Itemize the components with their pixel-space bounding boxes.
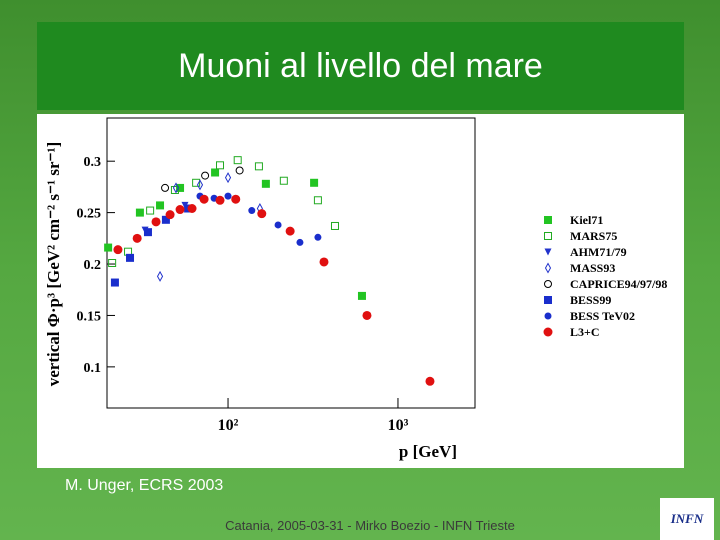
data-point [113,245,123,255]
data-point [313,196,322,205]
x-tick-label: 10³ [388,417,409,434]
y-tick-label: 0.25 [77,207,102,222]
data-point [362,310,372,320]
data-point [165,210,175,220]
data-point [310,178,319,187]
data-point [248,207,256,215]
legend-label: Kiel71 [570,213,603,227]
y-tick-label: 0.2 [84,258,102,273]
data-point [274,221,282,229]
chart: p [GeV] vertical Φ·p³ [GeV² cm⁻² s⁻¹ sr⁻… [37,114,684,468]
plot-frame [106,117,476,409]
y-tick-label: 0.3 [84,155,102,170]
data-point [146,206,155,215]
legend-marker [544,312,552,320]
legend-marker [544,248,552,256]
data-point [231,194,241,204]
data-point [215,195,225,205]
legend-marker [544,280,552,288]
data-point [261,179,270,188]
data-point [175,205,185,215]
data-point [192,178,201,187]
data-point [314,233,322,241]
legend-marker [544,296,552,304]
data-point [176,183,185,192]
data-point [254,162,263,171]
x-tick-label: 10² [218,417,239,434]
data-point [196,179,204,191]
legend-label: L3+C [570,325,600,339]
data-point [233,156,242,165]
data-point [201,171,210,180]
data-point [199,194,209,204]
data-point [319,257,329,267]
data-point [170,185,179,194]
legend-marker [544,262,552,274]
data-point [108,259,117,267]
data-point [156,270,164,282]
data-point [132,233,142,243]
y-tick-label: 0.1 [84,361,102,376]
data-point [110,278,119,287]
data-point [235,166,244,175]
legend-marker [543,327,553,337]
logo: INFN [660,498,714,540]
x-axis-label: p [GeV] [399,442,457,461]
slide-title: Muoni al livello del mare [37,22,684,110]
legend-label: CAPRICE94/97/98 [570,277,667,291]
data-point [151,217,161,227]
data-point [357,291,366,300]
plot-background [37,114,684,468]
data-point [161,183,170,192]
data-point [330,221,339,230]
author: M. Unger, ECRS 2003 [65,477,224,494]
data-point [104,243,113,252]
data-point [285,226,295,236]
data-point [126,253,135,262]
data-point [224,172,232,184]
data-point [296,238,304,246]
legend-label: BESS99 [570,293,611,307]
data-point [172,182,180,194]
legend-label: BESS TeV02 [570,309,635,323]
legend-label: MARS75 [570,229,617,243]
data-point [257,209,267,219]
data-point [216,161,225,170]
data-point [211,168,220,177]
legend-marker [544,232,552,240]
data-point [143,228,152,237]
legend-label: AHM71/79 [570,245,627,259]
data-point [224,192,232,200]
y-tick-label: 0.15 [77,309,102,324]
data-point [135,208,144,217]
data-point [279,176,288,185]
data-point [187,203,197,213]
legend-label: MASS93 [570,261,615,275]
y-axis-label: vertical Φ·p³ [GeV² cm⁻² s⁻¹ sr⁻¹] [44,142,63,386]
data-point [156,201,165,210]
legend-marker [544,216,552,224]
data-point [425,376,435,386]
footer: Catania, 2005-03-31 - Mirko Boezio - INF… [225,518,515,533]
